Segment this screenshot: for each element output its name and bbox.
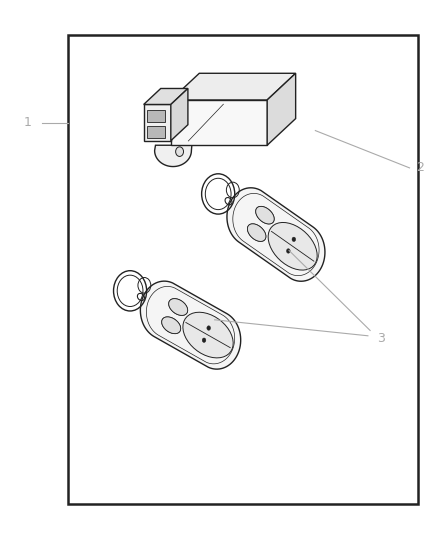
Polygon shape (247, 224, 266, 241)
Text: 1: 1 (23, 116, 31, 129)
Text: 2: 2 (417, 161, 424, 174)
Polygon shape (140, 281, 241, 369)
Text: 3: 3 (377, 332, 385, 345)
Polygon shape (268, 222, 317, 270)
Polygon shape (144, 104, 171, 141)
Polygon shape (169, 298, 188, 316)
Polygon shape (144, 88, 188, 104)
Bar (68, 35, 418, 504)
Circle shape (292, 237, 296, 241)
Polygon shape (256, 206, 274, 224)
Polygon shape (155, 145, 192, 166)
Circle shape (176, 147, 184, 157)
Polygon shape (171, 88, 188, 141)
Circle shape (207, 326, 211, 330)
Circle shape (202, 338, 206, 342)
Polygon shape (171, 100, 267, 145)
Polygon shape (147, 110, 165, 122)
Polygon shape (227, 188, 325, 281)
Polygon shape (162, 317, 181, 334)
Polygon shape (147, 126, 165, 138)
Polygon shape (267, 73, 296, 145)
Polygon shape (171, 73, 296, 100)
Polygon shape (183, 312, 233, 358)
Polygon shape (162, 317, 181, 334)
Circle shape (286, 249, 290, 253)
Polygon shape (247, 224, 266, 241)
Polygon shape (169, 298, 188, 316)
Polygon shape (256, 206, 274, 224)
